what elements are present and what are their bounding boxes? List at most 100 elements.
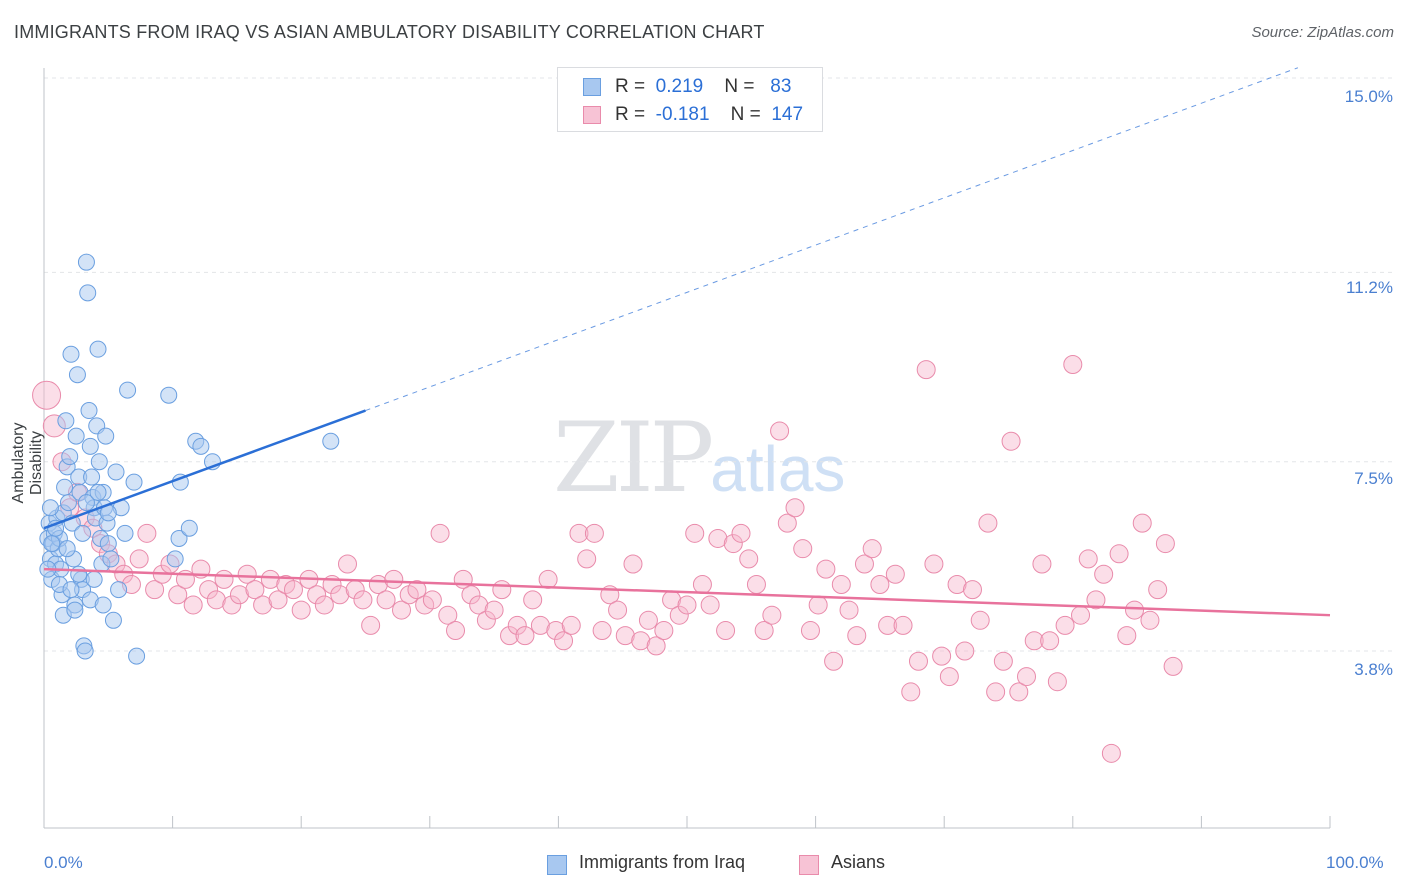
data-point-asians bbox=[615, 626, 635, 646]
data-point-asians bbox=[500, 626, 520, 646]
data-point-asians bbox=[839, 600, 859, 620]
data-point-iraq bbox=[128, 647, 146, 665]
data-point-iraq bbox=[89, 483, 107, 501]
data-point-iraq bbox=[59, 494, 77, 512]
data-point-asians bbox=[145, 580, 165, 600]
data-point-asians bbox=[962, 580, 982, 600]
data-point-asians bbox=[461, 585, 481, 605]
watermark-zip: ZIP bbox=[553, 402, 714, 514]
data-point-asians bbox=[1132, 513, 1152, 533]
y-tick-label: 3.8% bbox=[1354, 660, 1393, 679]
bottom-legend-swatch-iraq bbox=[547, 855, 567, 875]
data-point-asians bbox=[932, 646, 952, 666]
bottom-legend-swatch-asians bbox=[799, 855, 819, 875]
data-point-iraq bbox=[90, 453, 108, 471]
legend-r-label: R = bbox=[615, 104, 646, 125]
data-point-iraq bbox=[76, 642, 94, 660]
data-point-asians bbox=[245, 580, 265, 600]
data-point-iraq bbox=[99, 535, 117, 553]
data-point-asians bbox=[692, 574, 712, 594]
data-point-iraq bbox=[61, 448, 79, 466]
data-point-iraq bbox=[85, 570, 103, 588]
data-point-asians bbox=[222, 595, 242, 615]
data-point-asians bbox=[1094, 564, 1114, 584]
data-point-iraq bbox=[68, 366, 86, 384]
legend: R = 0.219 N = 83 R = -0.181 N = 147 bbox=[557, 67, 823, 132]
data-point-asians bbox=[978, 513, 998, 533]
data-point-asians bbox=[623, 554, 643, 574]
data-point-iraq bbox=[102, 550, 120, 568]
data-point-asians bbox=[1163, 656, 1183, 676]
data-point-asians bbox=[708, 528, 728, 548]
legend-n-label: N = bbox=[724, 76, 755, 97]
data-point-asians bbox=[1017, 667, 1037, 687]
data-point-asians bbox=[392, 600, 412, 620]
x-tick-label-min: 0.0% bbox=[44, 853, 83, 872]
data-point-asians bbox=[731, 523, 751, 543]
data-point-asians bbox=[523, 590, 543, 610]
data-point-asians bbox=[592, 621, 612, 641]
bottom-legend-label-asians: Asians bbox=[831, 852, 886, 872]
data-point-iraq bbox=[89, 340, 107, 358]
legend-n-label: N = bbox=[730, 104, 761, 125]
data-point-asians bbox=[939, 667, 959, 687]
data-point-asians bbox=[129, 549, 149, 569]
data-point-asians bbox=[1140, 610, 1160, 630]
data-point-asians bbox=[1125, 600, 1145, 620]
data-point-asians bbox=[816, 559, 836, 579]
data-point-asians bbox=[947, 574, 967, 594]
data-point-asians bbox=[268, 590, 288, 610]
data-point-asians bbox=[422, 590, 442, 610]
data-point-asians bbox=[229, 585, 249, 605]
legend-text-asians: R = -0.181 N = 147 bbox=[615, 104, 803, 126]
data-point-asians bbox=[808, 595, 828, 615]
source-label: Source: ZipAtlas.com bbox=[1251, 24, 1394, 41]
data-point-asians bbox=[878, 615, 898, 635]
chart-title: IMMIGRANTS FROM IRAQ VS ASIAN AMBULATORY… bbox=[14, 22, 765, 42]
data-point-asians bbox=[492, 580, 512, 600]
data-point-asians bbox=[754, 621, 774, 641]
data-point-iraq bbox=[116, 524, 134, 542]
data-point-asians bbox=[1040, 631, 1060, 651]
data-point-asians bbox=[646, 636, 666, 656]
data-point-asians bbox=[353, 590, 373, 610]
data-point-asians bbox=[847, 626, 867, 646]
watermark-atlas: atlas bbox=[710, 433, 846, 505]
data-point-asians bbox=[901, 682, 921, 702]
data-point-iraq bbox=[41, 499, 59, 517]
data-point-asians bbox=[361, 615, 381, 635]
data-point-asians bbox=[330, 585, 350, 605]
data-point-asians bbox=[1001, 431, 1021, 451]
watermark: ZIPatlas bbox=[553, 402, 845, 514]
data-point-asians bbox=[260, 569, 280, 589]
data-point-asians bbox=[1047, 672, 1067, 692]
data-point-asians bbox=[746, 574, 766, 594]
data-point-asians bbox=[824, 651, 844, 671]
data-point-asians bbox=[407, 580, 427, 600]
data-point-asians bbox=[986, 682, 1006, 702]
x-tick-label-max: 100.0% bbox=[1326, 853, 1384, 872]
data-point-iraq bbox=[67, 427, 85, 445]
data-point-iraq bbox=[107, 463, 125, 481]
data-point-asians bbox=[654, 621, 674, 641]
data-point-asians bbox=[970, 610, 990, 630]
data-point-asians bbox=[307, 585, 327, 605]
data-point-asians bbox=[430, 523, 450, 543]
data-point-asians bbox=[831, 574, 851, 594]
data-point-asians bbox=[916, 360, 936, 380]
data-point-asians bbox=[669, 605, 689, 625]
data-point-asians bbox=[700, 595, 720, 615]
data-point-iraq bbox=[74, 524, 92, 542]
data-point-asians bbox=[476, 610, 496, 630]
data-point-iraq bbox=[62, 345, 80, 363]
y-tick-label: 11.2% bbox=[1346, 278, 1393, 297]
data-point-asians bbox=[785, 498, 805, 518]
data-point-iraq bbox=[110, 581, 128, 599]
y-tick-label: 7.5% bbox=[1354, 469, 1393, 488]
data-point-iraq bbox=[77, 494, 95, 512]
data-point-asians bbox=[1086, 590, 1106, 610]
data-point-asians bbox=[137, 523, 157, 543]
data-point-asians bbox=[723, 534, 743, 554]
data-point-asians bbox=[800, 621, 820, 641]
data-point-asians bbox=[1078, 549, 1098, 569]
